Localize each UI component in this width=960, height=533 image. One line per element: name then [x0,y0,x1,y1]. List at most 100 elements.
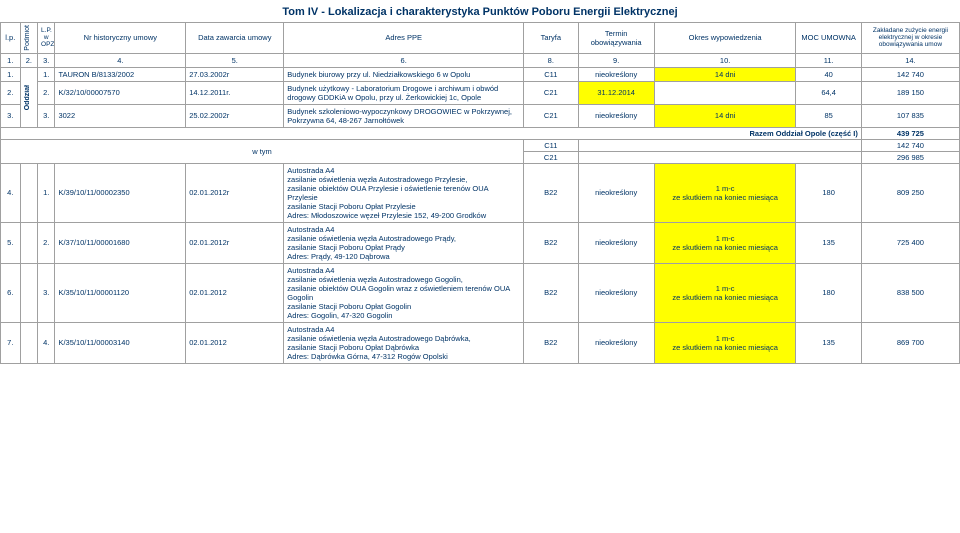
h-nr: Nr historyczny umowy [55,23,186,54]
table-row: 7. 4.K/35/10/11/0000314002.01.2012Autostr… [1,322,960,363]
cell-zak: 107 835 [861,104,959,127]
h-termin: Termin obowiązywania [578,23,654,54]
cell-moc: 135 [796,222,861,263]
summary-razem-val: 439 725 [861,127,959,139]
cell-oddzial: Oddział [20,67,37,127]
cell-zak: 838 500 [861,263,959,322]
cell-opz: 3. [38,104,55,127]
summary-wtym-blank [578,139,861,151]
cell-taryfa: B22 [524,163,578,222]
h-opz: L.P. w OPZ [38,23,55,54]
table-row: 6. 3.K/35/10/11/0000112002.01.2012Autostr… [1,263,960,322]
summary-razem-row: Razem Oddział Opole (część I) 439 725 [1,127,960,139]
summary-razem-label: Razem Oddział Opole (część I) [1,127,862,139]
table-row: 2.2.K/32/10/0000757014.12.2011r.Budynek … [1,81,960,104]
h-podmiot: Podmiot [20,23,37,54]
cell-podmiot [20,163,37,222]
cell-nr: K/39/10/11/00002350 [55,163,186,222]
cell-zak: 869 700 [861,322,959,363]
cell-nr: K/32/10/00007570 [55,81,186,104]
cell-termin: nieokreślony [578,263,654,322]
cell-moc: 64,4 [796,81,861,104]
cell-data: 02.01.2012 [186,263,284,322]
table-row: 5. 2.K/37/10/11/0000168002.01.2012rAutost… [1,222,960,263]
cell-moc: 135 [796,322,861,363]
cell-nr: 3022 [55,104,186,127]
summary-wtym-val: 142 740 [861,139,959,151]
cell-termin: nieokreślony [578,322,654,363]
cell-taryfa: B22 [524,222,578,263]
cell-lp: 2. [1,81,21,104]
cell-opz: 2. [38,81,55,104]
cell-adres: Autostrada A4zasilanie oświetlenia węzła… [284,222,524,263]
cell-nr: TAURON B/8133/2002 [55,67,186,81]
cell-nr: K/37/10/11/00001680 [55,222,186,263]
summary-wtym-blank [578,151,861,163]
cell-podmiot [20,222,37,263]
main-table: l.p. Podmiot L.P. w OPZ Nr historyczny u… [0,22,960,364]
h-data: Data zawarcia umowy [186,23,284,54]
cell-taryfa: C21 [524,104,578,127]
table-row: 1.Oddział1.TAURON B/8133/200227.03.2002r… [1,67,960,81]
cell-adres: Budynek użytkowy - Laboratorium Drogowe … [284,81,524,104]
cell-moc: 180 [796,263,861,322]
cell-lp: 1. [1,67,21,81]
cell-taryfa: C21 [524,81,578,104]
cell-adres: Budynek biurowy przy ul. Niedziałkowskie… [284,67,524,81]
cell-opz: 1. [38,67,55,81]
column-number-row: 1.2.3. 4.5.6. 8.9.10. 11.14. [1,53,960,67]
summary-wtym-taryfa: C21 [524,151,578,163]
cell-zak: 725 400 [861,222,959,263]
cell-moc: 180 [796,163,861,222]
cell-adres: Budynek szkoleniowo-wypoczynkowy DROGOWI… [284,104,524,127]
cell-termin: nieokreślony [578,104,654,127]
cell-opz: 4. [38,322,55,363]
cell-opz: 1. [38,163,55,222]
cell-lp: 3. [1,104,21,127]
h-adres: Adres PPE [284,23,524,54]
h-lp: l.p. [1,23,21,54]
cell-moc: 85 [796,104,861,127]
cell-termin: nieokreślony [578,163,654,222]
cell-okres: 14 dni [654,104,796,127]
cell-data: 02.01.2012r [186,163,284,222]
summary-wtym-row: w tymC11142 740 [1,139,960,151]
cell-okres: 1 m-cze skutkiem na koniec miesiąca [654,222,796,263]
cell-data: 02.01.2012 [186,322,284,363]
cell-taryfa: C11 [524,67,578,81]
h-okres: Okres wypowiedzenia [654,23,796,54]
cell-okres: 1 m-cze skutkiem na koniec miesiąca [654,263,796,322]
cell-zak: 809 250 [861,163,959,222]
cell-lp: 4. [1,163,21,222]
h-zaklad: Zakładane zużycie energii elektrycznej w… [861,23,959,54]
page-title: Tom IV - Lokalizacja i charakterystyka P… [0,0,960,22]
cell-nr: K/35/10/11/00003140 [55,322,186,363]
cell-taryfa: B22 [524,322,578,363]
cell-adres: Autostrada A4zasilanie oświetlenia węzła… [284,322,524,363]
table-row: 4.1.K/39/10/11/0000235002.01.2012rAutost… [1,163,960,222]
summary-wtym-label: w tym [1,139,524,163]
summary-wtym-val: 296 985 [861,151,959,163]
cell-zak: 189 150 [861,81,959,104]
cell-lp: 5. [1,222,21,263]
summary-wtym-taryfa: C11 [524,139,578,151]
cell-data: 25.02.2002r [186,104,284,127]
cell-termin: nieokreślony [578,222,654,263]
cell-okres [654,81,796,104]
cell-adres: Autostrada A4zasilanie oświetlenia węzła… [284,263,524,322]
cell-data: 02.01.2012r [186,222,284,263]
cell-data: 14.12.2011r. [186,81,284,104]
cell-data: 27.03.2002r [186,67,284,81]
cell-lp: 6. [1,263,21,322]
cell-taryfa: B22 [524,263,578,322]
h-taryfa: Taryfa [524,23,578,54]
cell-termin: nieokreślony [578,67,654,81]
cell-opz: 3. [38,263,55,322]
table-row: 3.3.302225.02.2002rBudynek szkoleniowo-w… [1,104,960,127]
cell-okres: 1 m-cze skutkiem na koniec miesiąca [654,163,796,222]
cell-opz: 2. [38,222,55,263]
cell-okres: 14 dni [654,67,796,81]
h-moc: MOC UMOWNA [796,23,861,54]
cell-nr: K/35/10/11/00001120 [55,263,186,322]
cell-lp: 7. [1,322,21,363]
